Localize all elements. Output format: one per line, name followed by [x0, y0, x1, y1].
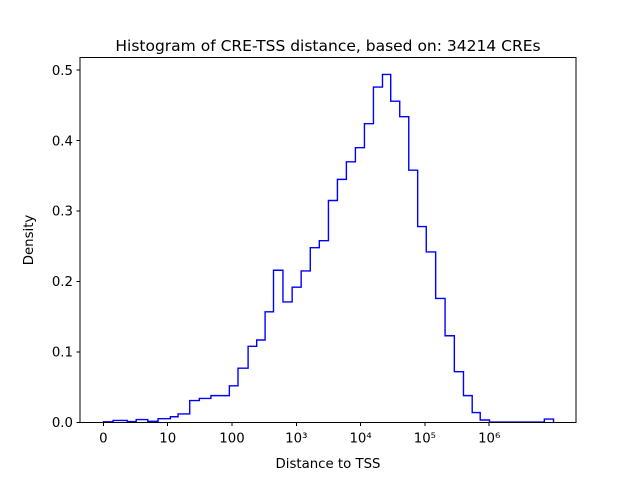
histogram-step-line: [102, 73, 555, 423]
y-tick-label: 0.2: [52, 275, 73, 290]
y-tick-label: 0.3: [52, 205, 73, 220]
chart-title: Histogram of CRE-TSS distance, based on:…: [115, 37, 540, 55]
y-tick-label: 0.4: [52, 134, 73, 149]
x-tick-label: 10⁵: [414, 431, 436, 446]
x-axis-ticks: 0 10 100 10³ 10⁴ 10⁵ 10⁶: [99, 422, 500, 446]
x-tick-label: 0: [99, 431, 107, 446]
x-tick-label: 10⁶: [478, 431, 500, 446]
x-tick-label: 10⁴: [349, 431, 371, 446]
y-tick-label: 0.0: [52, 416, 73, 431]
x-axis-label: Distance to TSS: [276, 457, 381, 472]
x-tick-label: 100: [219, 431, 244, 446]
axes-frame: [79, 57, 577, 423]
x-tick-label: 10: [159, 431, 176, 446]
y-tick-label: 0.1: [52, 346, 73, 361]
y-tick-label: 0.5: [52, 64, 73, 79]
y-axis-ticks: 0.0 0.1 0.2 0.3 0.4 0.5: [52, 64, 80, 431]
x-tick-label: 10³: [285, 431, 307, 446]
y-axis-label: Density: [22, 215, 37, 266]
